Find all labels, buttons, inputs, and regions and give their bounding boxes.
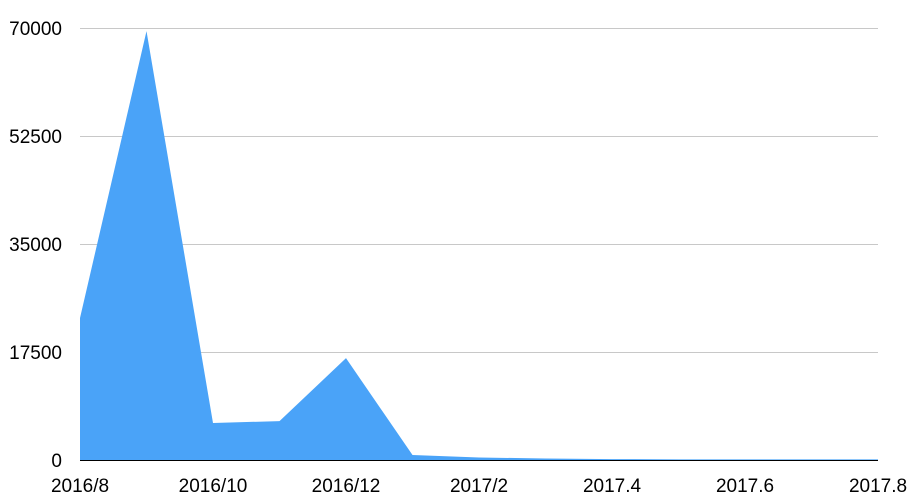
x-tick-label: 2016/10 (179, 476, 248, 497)
x-tick-label: 2016/12 (312, 476, 381, 497)
x-tick-label: 2016/8 (51, 476, 109, 497)
y-tick-label: 70000 (9, 19, 62, 40)
y-tick-label: 35000 (9, 235, 62, 256)
x-tick-label: 2017/2 (450, 476, 508, 497)
x-tick-label: 2017.4 (583, 476, 642, 497)
area-series-fill (80, 31, 878, 461)
x-tick-label: 2017.8 (849, 476, 907, 497)
area-series (80, 31, 878, 461)
x-tick-label: 2017.6 (716, 476, 774, 497)
y-axis-tick-labels: 0 17500 35000 52500 70000 (9, 19, 62, 472)
y-gridlines (80, 28, 878, 353)
x-axis-tick-labels: 2016/8 2016/10 2016/12 2017/2 2017.4 2017.6 20… (51, 476, 907, 497)
y-tick-label: 52500 (9, 127, 62, 148)
y-tick-label: 17500 (9, 343, 62, 364)
y-tick-label: 0 (51, 451, 62, 472)
